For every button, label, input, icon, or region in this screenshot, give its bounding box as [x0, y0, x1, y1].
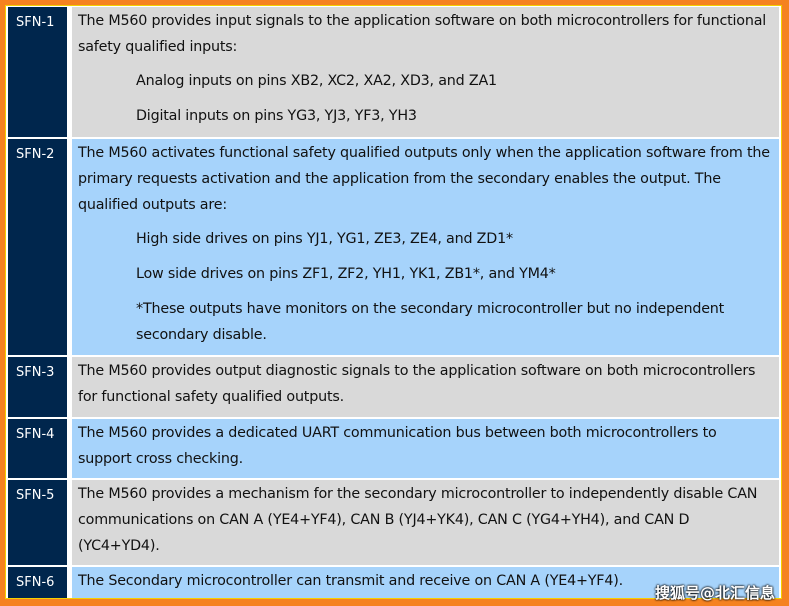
row-text: The M560 provides output diagnostic sign…: [72, 357, 779, 417]
list-item: Analog inputs on pins XB2, XC2, XA2, XD3…: [136, 73, 497, 89]
requirements-table: SFN-1 The M560 provides input signals to…: [5, 5, 782, 599]
row-id: SFN-5: [8, 480, 67, 565]
description: The M560 activates functional safety qua…: [78, 145, 770, 213]
row-text: The M560 provides a mechanism for the se…: [72, 480, 779, 565]
row-id: SFN-4: [8, 419, 67, 478]
table-row: SFN-6 The Secondary microcontroller can …: [8, 567, 779, 598]
row-text: The Secondary microcontroller can transm…: [72, 567, 779, 598]
table-row: SFN-2 The M560 activates functional safe…: [8, 139, 779, 355]
description: The M560 provides input signals to the a…: [78, 13, 767, 55]
table-row: SFN-3 The M560 provides output diagnosti…: [8, 357, 779, 417]
table-row: SFN-4 The M560 provides a dedicated UART…: [8, 419, 779, 478]
row-id: SFN-3: [8, 357, 67, 417]
watermark: 搜狐号@北汇信息: [654, 584, 775, 602]
row-text: The M560 provides input signals to the a…: [72, 7, 779, 137]
row-id: SFN-6: [8, 567, 67, 598]
list-item: Low side drives on pins ZF1, ZF2, YH1, Y…: [136, 266, 556, 282]
list-item: *These outputs have monitors on the seco…: [136, 301, 725, 343]
table-row: SFN-5 The M560 provides a mechanism for …: [8, 480, 779, 565]
row-id: SFN-2: [8, 139, 67, 355]
row-text: The M560 provides a dedicated UART commu…: [72, 419, 779, 478]
row-id: SFN-1: [8, 7, 67, 137]
row-text: The M560 activates functional safety qua…: [72, 139, 779, 355]
list-item: Digital inputs on pins YG3, YJ3, YF3, YH…: [136, 108, 417, 124]
list-item: High side drives on pins YJ1, YG1, ZE3, …: [136, 231, 513, 247]
table-row: SFN-1 The M560 provides input signals to…: [8, 7, 779, 137]
